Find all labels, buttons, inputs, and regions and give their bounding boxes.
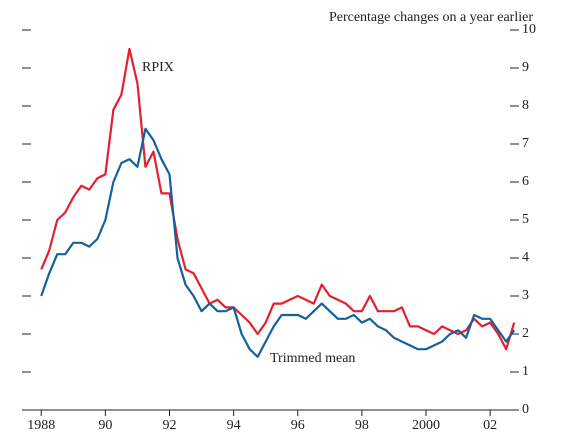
chart-subtitle: Percentage changes on a year earlier [329,10,533,25]
y-tick-label: 7 [522,136,529,151]
x-tick-label: 96 [291,418,305,432]
x-tick-label: 1988 [27,418,55,432]
y-tick-label: 4 [522,250,529,265]
y-tick-label: 10 [522,22,536,37]
y-tick-label: 9 [522,60,529,75]
x-tick-label: 98 [355,418,369,432]
annotation: RPIX [142,60,174,75]
x-tick-label: 92 [162,418,176,432]
x-tick-label: 02 [483,418,497,432]
y-tick-label: 6 [522,174,529,189]
y-tick-label: 8 [522,98,529,113]
y-tick-label: 1 [522,364,529,379]
x-tick-label: 94 [227,418,241,432]
x-tick-label: 90 [98,418,112,432]
y-tick-label: 5 [522,212,529,227]
x-tick-label: 2000 [412,418,440,432]
y-tick-label: 2 [522,326,529,341]
series-line [40,47,516,351]
y-tick-label: 0 [522,402,529,417]
series-line [40,127,516,358]
y-tick-label: 3 [522,288,529,303]
annotation: Trimmed mean [270,351,355,366]
